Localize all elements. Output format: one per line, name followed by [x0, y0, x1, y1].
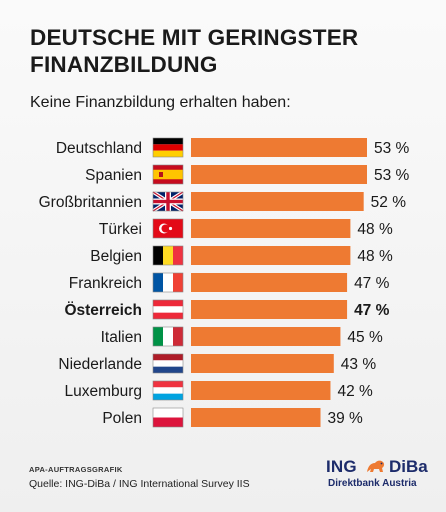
country-label-polen: Polen [102, 410, 142, 427]
flag-pl-icon [152, 407, 184, 428]
country-label-deutschland: Deutschland [56, 140, 142, 157]
value-label-grossbritannien: 52 % [371, 194, 407, 211]
country-label-osterreich: Österreich [64, 302, 142, 319]
bar-spanien [191, 165, 367, 184]
flag-it-icon [152, 326, 184, 347]
brand-logo: ING DiBa Direktbank Austria [322, 456, 432, 492]
lion-icon [367, 460, 385, 472]
flag-es-icon [152, 164, 184, 185]
bar-belgien [191, 246, 351, 265]
bar-frankreich [191, 273, 348, 292]
value-label-luxemburg: 42 % [337, 383, 373, 400]
bar-grossbritannien [191, 192, 364, 211]
chart-subtitle: Keine Finanzbildung erhalten haben: [30, 94, 291, 111]
value-label-deutschland: 53 % [374, 140, 410, 157]
bar-luxemburg [191, 381, 331, 400]
flag-lu-icon [152, 380, 184, 401]
country-label-grossbritannien: Großbritannien [39, 194, 142, 211]
country-label-niederlande: Niederlande [58, 356, 142, 373]
value-label-frankreich: 47 % [354, 275, 390, 292]
source-label: Quelle: ING-DiBa / ING International Sur… [29, 478, 250, 490]
brand-name-ing: ING [326, 457, 357, 476]
value-label-belgien: 48 % [357, 248, 393, 265]
flag-be-icon [152, 245, 184, 266]
flag-at-icon [152, 299, 184, 320]
bar-niederlande [191, 354, 334, 373]
value-label-italien: 45 % [347, 329, 383, 346]
chart-title: DEUTSCHE MIT GERINGSTER FINANZBILDUNG [30, 25, 359, 77]
country-label-italien: Italien [101, 329, 142, 346]
flag-de-icon [152, 137, 184, 158]
credit-label: APA-AUFTRAGSGRAFIK [29, 465, 123, 474]
flag-gb-icon [152, 190, 184, 213]
value-label-osterreich: 47 % [354, 302, 390, 319]
bar-polen [191, 408, 321, 427]
bar-deutschland [191, 138, 367, 157]
country-label-frankreich: Frankreich [69, 275, 142, 292]
country-label-belgien: Belgien [90, 248, 142, 265]
flag-tr-icon [152, 218, 184, 239]
flag-fr-icon [152, 272, 184, 293]
bar-osterreich [191, 300, 348, 319]
value-label-polen: 39 % [328, 410, 364, 427]
flag-nl-icon [152, 353, 184, 374]
bar-italien [191, 327, 341, 346]
country-label-turkei: Türkei [99, 221, 142, 238]
brand-tagline: Direktbank Austria [328, 478, 417, 489]
value-label-niederlande: 43 % [341, 356, 377, 373]
brand-name-diba: DiBa [389, 457, 428, 476]
country-label-spanien: Spanien [85, 167, 142, 184]
bar-turkei [191, 219, 351, 238]
country-label-luxemburg: Luxemburg [64, 383, 142, 400]
value-label-turkei: 48 % [357, 221, 393, 238]
bar-chart: Deutschland 53 % Spanien 53 % Großbritannien… [39, 137, 410, 428]
value-label-spanien: 53 % [374, 167, 410, 184]
